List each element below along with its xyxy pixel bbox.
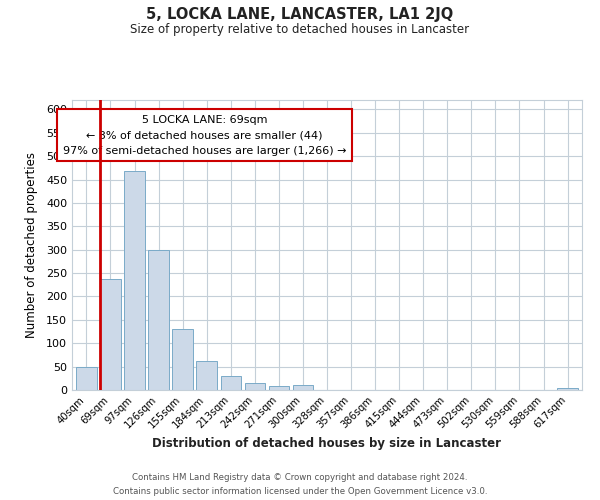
Text: Contains public sector information licensed under the Open Government Licence v3: Contains public sector information licen… [113,488,487,496]
Bar [269,386,289,390]
Text: 5, LOCKA LANE, LANCASTER, LA1 2JQ: 5, LOCKA LANE, LANCASTER, LA1 2JQ [146,8,454,22]
Bar [172,329,193,390]
Bar [124,170,145,390]
Text: Size of property relative to detached houses in Lancaster: Size of property relative to detached ho… [130,22,470,36]
Bar [221,376,241,390]
Text: Contains HM Land Registry data © Crown copyright and database right 2024.: Contains HM Land Registry data © Crown c… [132,472,468,482]
Bar [557,388,578,390]
Text: 5 LOCKA LANE: 69sqm
← 3% of detached houses are smaller (44)
97% of semi-detache: 5 LOCKA LANE: 69sqm ← 3% of detached hou… [63,114,346,156]
Bar [293,385,313,390]
Bar [148,250,169,390]
Bar [196,360,217,390]
Text: Distribution of detached houses by size in Lancaster: Distribution of detached houses by size … [152,438,502,450]
Bar [76,366,97,390]
Bar [100,278,121,390]
Bar [245,382,265,390]
Y-axis label: Number of detached properties: Number of detached properties [25,152,38,338]
